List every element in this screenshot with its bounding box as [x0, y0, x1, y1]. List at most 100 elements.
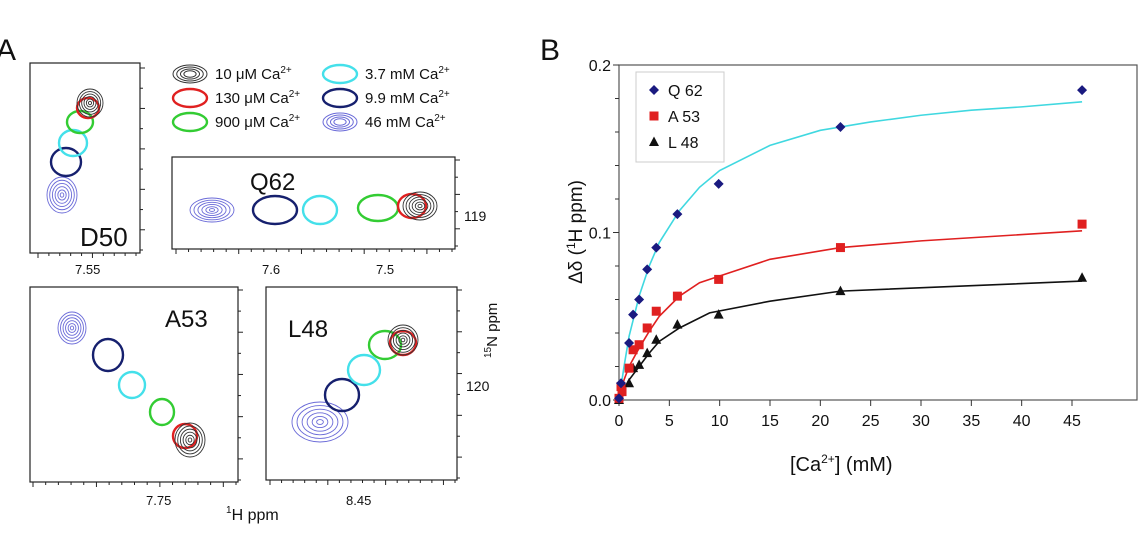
contour-ring: [59, 192, 65, 198]
contour-ring: [201, 204, 223, 216]
contour-ring: [301, 194, 339, 226]
contour-ring: [405, 194, 435, 218]
x-tick-label: 20: [811, 413, 829, 430]
contour-ring: [316, 419, 324, 425]
contour-ring: [189, 197, 235, 223]
x-tick-label: 0: [615, 413, 624, 430]
residue-label-q62: Q62: [250, 169, 295, 196]
x-tick-label: 5: [665, 413, 674, 430]
contour-ring: [185, 434, 195, 446]
contour-ring: [65, 320, 79, 336]
legend-label-text: 10 μM Ca: [215, 66, 281, 83]
contour-ring: [296, 405, 344, 439]
contour-ring: [193, 199, 231, 221]
contour-ring: [177, 425, 203, 455]
residue-label-l48: L48: [288, 316, 328, 343]
peak-l48: [367, 329, 403, 361]
legend-label-sup: 2+: [280, 65, 292, 76]
contour-ring: [417, 203, 423, 209]
contour-ring: [251, 194, 299, 226]
spectra-ticks: [32, 67, 462, 487]
peak-l48: [291, 401, 349, 443]
y-axis-label-pre: Δδ (: [566, 248, 587, 284]
contour-ring: [57, 189, 67, 201]
data-point: [1077, 219, 1087, 229]
peak-q62: [402, 191, 438, 221]
contour-ring: [306, 412, 334, 432]
contour-ring: [182, 431, 198, 449]
x-tick-label: 30: [912, 413, 930, 430]
y-axis-label-post: H ppm): [566, 180, 587, 242]
contour-ring: [65, 109, 95, 135]
peak-q62: [251, 194, 299, 226]
data-point: [651, 334, 662, 344]
contour-ring: [414, 201, 426, 211]
y-tick-label: 0.2: [589, 58, 611, 75]
peak-l48: [387, 324, 419, 356]
legend-label-sup: 2+: [438, 65, 450, 76]
contour-ring: [91, 337, 125, 373]
contour-ring: [356, 193, 400, 223]
legend-item: 130 μM Ca2+: [171, 87, 300, 109]
contour-ring: [398, 335, 408, 345]
y-tick-label: 0.1: [589, 226, 611, 243]
contour-ring: [174, 422, 206, 458]
legend-item: 10 μM Ca2+: [172, 64, 292, 84]
legend-label-text: 130 μM Ca: [215, 90, 289, 107]
data-point: [835, 243, 845, 253]
legend-contour-icon: [183, 70, 197, 78]
data-point: [634, 294, 645, 305]
data-point: [624, 363, 634, 373]
legend-contour-icon: [171, 87, 209, 109]
spectrum-box-l48: [265, 286, 458, 481]
contour-ring: [49, 179, 75, 211]
legend-contour-icon: [329, 116, 351, 128]
contour-ring: [54, 186, 70, 204]
peak-q62: [356, 193, 400, 223]
contour-ring: [346, 353, 382, 387]
data-point: [835, 121, 846, 132]
contour-ring: [323, 377, 361, 413]
contour-ring: [83, 96, 97, 110]
contour-ring: [395, 332, 411, 348]
contour-ring: [69, 325, 75, 331]
data-point: [672, 209, 683, 220]
residue-label-d50: D50: [80, 222, 128, 252]
legend-marker-icon: [649, 111, 659, 121]
tick-label-l48-x: 8.45: [346, 493, 371, 508]
contour-ring: [60, 314, 84, 342]
legend-label: 900 μM Ca2+: [215, 113, 300, 131]
data-point: [651, 306, 661, 316]
peak-contours: [46, 88, 438, 458]
data-point: [672, 291, 682, 301]
peak-d50: [76, 88, 104, 118]
legend-item: 900 μM Ca2+: [171, 111, 300, 133]
peak-q62: [189, 197, 235, 223]
x-axis-label-pre: [Ca: [790, 454, 822, 476]
x-axis-label-sup: 1: [226, 505, 232, 516]
y-axis-label-sup: 1: [564, 242, 578, 249]
legend-label: 130 μM Ca2+: [215, 89, 300, 107]
data-point: [713, 309, 724, 319]
peak-a53: [91, 337, 125, 373]
legend-contour-icon: [326, 114, 354, 130]
contour-ring: [148, 397, 176, 427]
data-point: [624, 377, 635, 388]
contour-ring: [67, 323, 77, 333]
peak-l48: [346, 353, 382, 387]
contour-ring: [81, 93, 99, 113]
contour-ring: [51, 183, 73, 207]
tick-label-d50-x: 7.55: [75, 262, 100, 277]
contour-ring: [387, 324, 419, 356]
contour-ring: [205, 206, 219, 214]
legend-entry: Q 62: [668, 83, 703, 100]
x-axis-label: [Ca2+] (mM): [790, 452, 893, 476]
legend-label-sup: 2+: [289, 113, 301, 124]
contour-ring: [187, 437, 193, 443]
contour-ring: [411, 199, 429, 213]
x-tick-label: 40: [1013, 413, 1031, 430]
legend-entry: L 48: [668, 135, 699, 152]
data-point: [642, 323, 652, 333]
x-axis-label-post: ] (mM): [835, 454, 893, 476]
contour-ring: [75, 96, 101, 120]
